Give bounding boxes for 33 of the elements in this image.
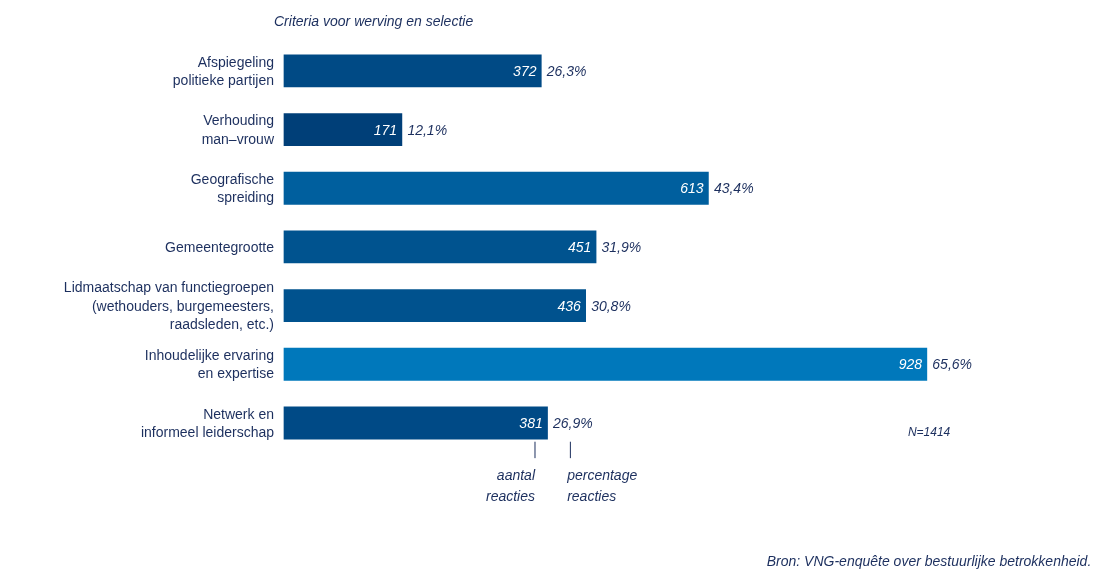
bar (283, 230, 597, 264)
data-label: 928 (898, 356, 923, 373)
y-tick-label: Verhouding man–vrouw (201, 112, 275, 147)
annotation: N=1414 (907, 424, 951, 439)
data-label: 613 (680, 180, 704, 197)
bar (283, 54, 542, 88)
y-tick-label: Lidmaatschap van functiegroepen (wethouders, burgemeesters, raadsleden, etc.) (63, 279, 275, 332)
text: percentage reacties (566, 466, 638, 504)
data-label: 171 (373, 121, 398, 138)
bar (283, 406, 548, 440)
annotation: 12,1% (407, 121, 448, 138)
annotation: 31,9% (601, 238, 642, 255)
annotation: 43,4% (713, 180, 754, 197)
bar (283, 347, 928, 381)
data-label: 436 (557, 297, 582, 314)
y-tick-label: Gemeentegrootte (165, 238, 275, 255)
data-label: 372 (513, 62, 537, 79)
text: aantal reacties (485, 466, 536, 504)
y-tick-label: Geografische spreiding (190, 171, 275, 206)
bar (283, 113, 403, 147)
bar (283, 171, 709, 205)
text: Bron: VNG-enquête over bestuurlijke betrokkenheid. (766, 552, 1092, 569)
data-label: 451 (567, 238, 592, 255)
annotation: 30,8% (591, 297, 631, 314)
y-tick-label: Netwerk en informeel leiderschap (140, 405, 275, 441)
annotation: 65,6% (932, 356, 973, 373)
data-label: 381 (519, 414, 543, 431)
annotation: 26,9% (552, 414, 593, 431)
annotation: 26,3% (545, 62, 587, 79)
y-tick-label: Inhoudelijke ervaring en expertise (144, 347, 275, 382)
chart-title: Criteria voor werving en selectie (274, 13, 474, 30)
bar (283, 289, 586, 323)
y-tick-label: Afspiegeling politieke partijen (172, 53, 275, 89)
